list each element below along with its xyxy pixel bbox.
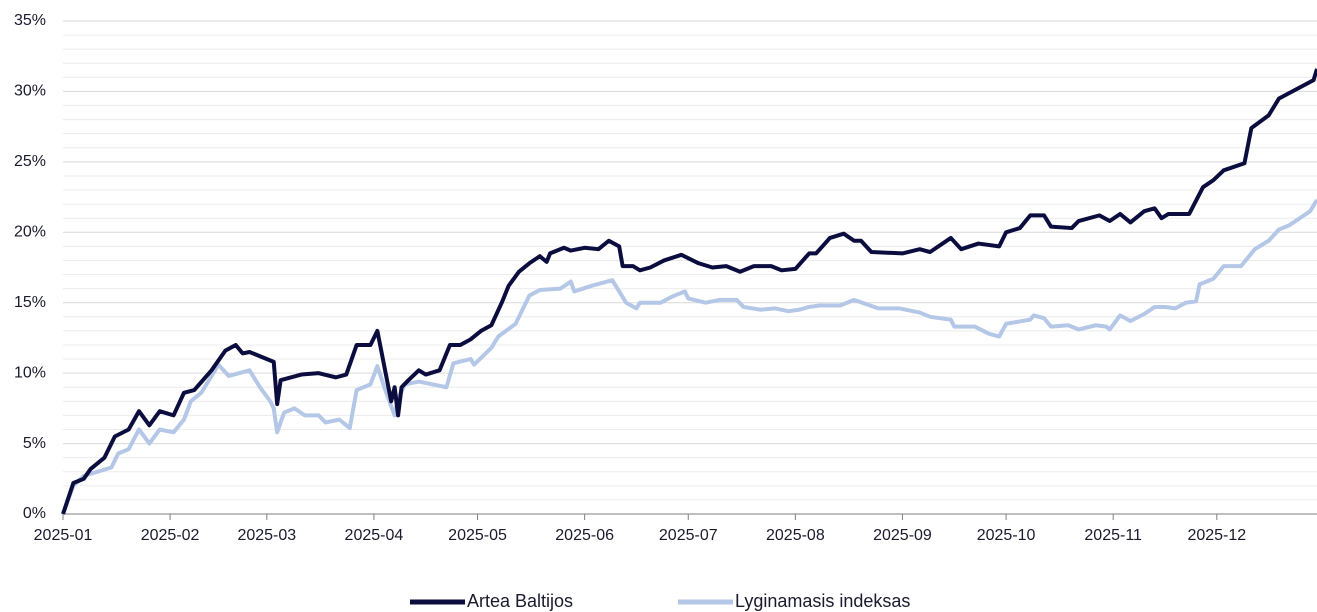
y-tick-label: 20% — [14, 224, 46, 241]
x-tick-label: 2025-10 — [977, 527, 1036, 544]
series-line — [61, 68, 1317, 515]
x-tick-label: 2025-01 — [34, 527, 93, 544]
x-tick-label: 2025-07 — [659, 527, 718, 544]
x-tick-label: 2025-12 — [1187, 527, 1246, 544]
x-tick-label: 2025-11 — [1084, 527, 1142, 544]
legend-label: Artea Baltijos — [467, 591, 573, 611]
x-tick-label: 2025-06 — [555, 527, 614, 544]
x-tick-label: 2025-02 — [141, 527, 200, 544]
x-tick-label: 2025-08 — [766, 527, 825, 544]
x-tick-label: 2025-05 — [448, 527, 507, 544]
y-tick-label: 5% — [23, 435, 46, 452]
legend-label: Lyginamasis indeksas — [735, 591, 910, 611]
y-tick-label: 25% — [14, 153, 46, 170]
y-tick-label: 0% — [23, 505, 46, 522]
series-line — [61, 198, 1317, 515]
x-tick-label: 2025-04 — [345, 527, 404, 544]
y-tick-label: 30% — [14, 83, 46, 100]
x-tick-label: 2025-03 — [237, 527, 296, 544]
x-tick-label: 2025-09 — [873, 527, 932, 544]
y-tick-label: 15% — [14, 294, 46, 311]
y-tick-label: 35% — [14, 12, 46, 29]
y-tick-label: 10% — [14, 364, 46, 381]
